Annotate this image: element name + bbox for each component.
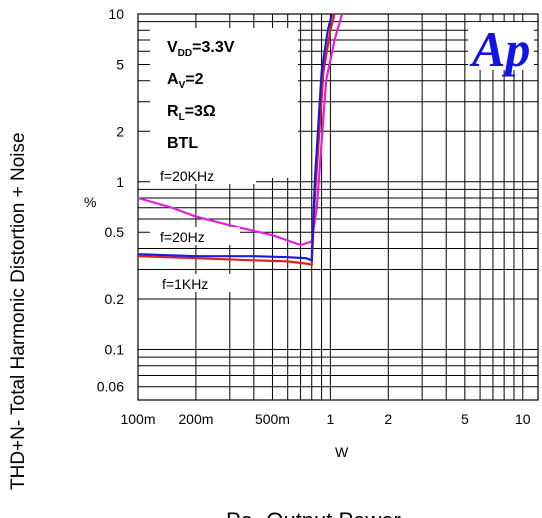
y-tick-label: 2 bbox=[116, 123, 124, 139]
y-axis-title: THD+N- Total Harmonic Distortion + Noise bbox=[8, 132, 29, 490]
series-label: f=20KHz bbox=[160, 168, 214, 184]
series-label: f=1KHz bbox=[162, 276, 208, 292]
x-tick-label: 2 bbox=[384, 411, 392, 427]
y-tick-label: 10 bbox=[108, 6, 124, 22]
info-line: VDD=3.3V bbox=[167, 39, 235, 59]
series-line-f-20hz bbox=[137, 13, 336, 267]
x-tick-label: 100m bbox=[120, 411, 155, 427]
y-tick-labels: 10 5 2 1 0.5 0.2 0.1 0.06 bbox=[97, 6, 124, 395]
x-tick-label: 10 bbox=[515, 411, 531, 427]
y-tick-label: 0.06 bbox=[97, 379, 124, 395]
series-label-background bbox=[150, 227, 240, 245]
x-tick-label: 5 bbox=[461, 411, 469, 427]
info-line: RL=3Ω bbox=[167, 103, 216, 123]
plot-frame bbox=[137, 13, 539, 401]
series-label-background bbox=[150, 166, 256, 184]
y-tick-label: 1 bbox=[116, 174, 124, 190]
series-label-background bbox=[150, 274, 232, 292]
ap-logo: Ap bbox=[469, 21, 530, 77]
x-tick-label: 500m bbox=[255, 411, 290, 427]
info-line: AV=2 bbox=[167, 71, 204, 91]
y-tick-label: 0.5 bbox=[105, 224, 125, 240]
y-axis-unit: % bbox=[84, 194, 96, 210]
y-tick-label: 0.1 bbox=[105, 342, 125, 358]
x-tick-label: 200m bbox=[178, 411, 213, 427]
x-axis-unit: W bbox=[335, 444, 349, 460]
info-box: VDD=3.3V AV=2 RL=3Ω BTL bbox=[150, 22, 534, 178]
series-labels: f=20KHz f=20Hz f=1KHz bbox=[150, 166, 256, 292]
y-tick-label: 0.2 bbox=[105, 291, 125, 307]
logo-background bbox=[468, 22, 534, 70]
series-label: f=20Hz bbox=[160, 229, 205, 245]
info-box-background bbox=[150, 28, 298, 178]
series-line-f-1khz bbox=[137, 13, 334, 262]
info-line: BTL bbox=[167, 135, 198, 152]
y-tick-label: 5 bbox=[116, 56, 124, 72]
series-lines bbox=[137, 13, 344, 267]
x-axis-title: Po- Output Power bbox=[226, 508, 401, 518]
series-line-f-20khz bbox=[137, 13, 344, 247]
x-tick-label: 1 bbox=[326, 411, 334, 427]
x-tick-labels: 100m 200m 500m 1 2 5 10 bbox=[120, 411, 530, 427]
